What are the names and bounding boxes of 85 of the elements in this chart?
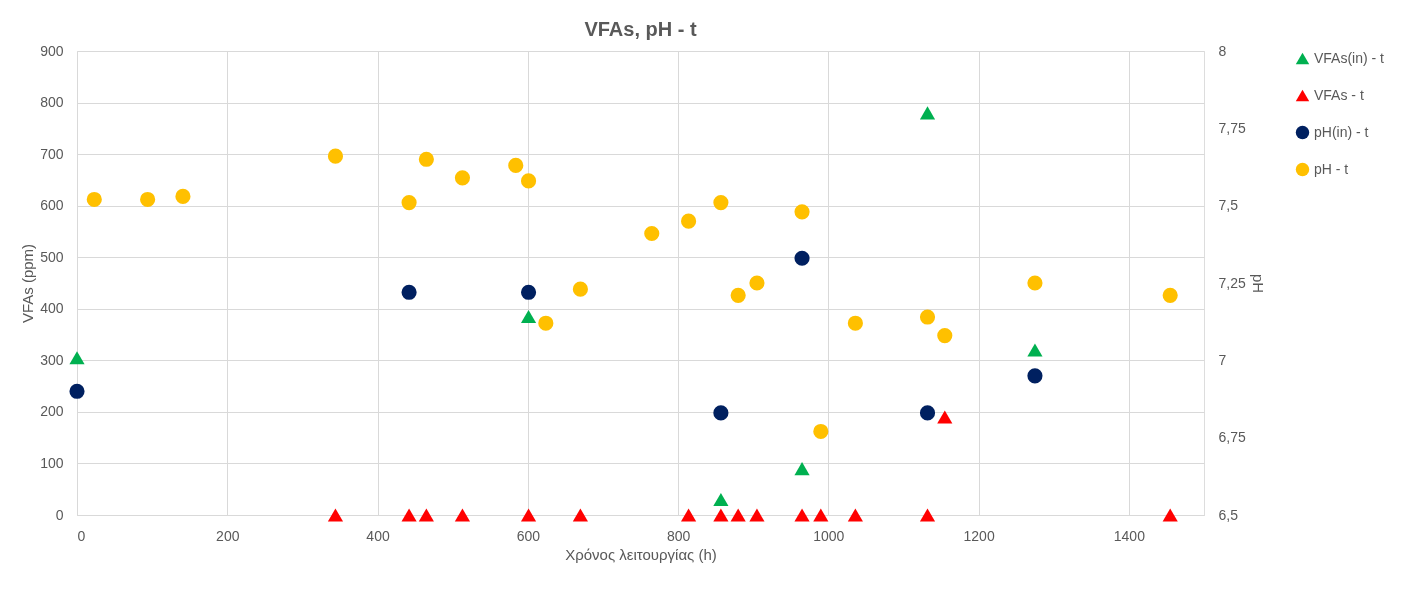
point — [86, 191, 102, 208]
point — [538, 315, 554, 331]
point — [418, 151, 434, 167]
point — [644, 225, 660, 242]
x-tick-label: 1400 — [1113, 527, 1146, 544]
y2-axis-title: pH — [1249, 273, 1267, 294]
x-tick-label: 600 — [516, 527, 541, 544]
chart-title: VFAs, pH - t — [584, 18, 697, 40]
y-tick-label: 100 — [40, 454, 64, 471]
point — [749, 275, 765, 291]
point — [520, 309, 537, 324]
point — [794, 250, 810, 266]
y2-tick-label: 7,5 — [1218, 197, 1239, 214]
point — [713, 195, 729, 211]
x-tick-label: 800 — [666, 527, 691, 544]
point — [572, 281, 588, 297]
point — [69, 351, 85, 365]
y-tick-label: 300 — [40, 351, 64, 368]
legend-label: pH - t — [1314, 160, 1349, 177]
point — [847, 315, 863, 331]
point — [401, 195, 417, 211]
y2-tick-label: 6,5 — [1218, 506, 1239, 523]
point — [520, 284, 537, 300]
point — [454, 170, 471, 186]
point — [1027, 343, 1043, 357]
y-axis-title: VFAs (ppm) — [19, 243, 37, 324]
y-tick-label: 0 — [55, 506, 64, 523]
point — [401, 508, 417, 522]
x-tick-label: 1200 — [963, 527, 995, 544]
point — [454, 508, 471, 522]
point — [1027, 368, 1043, 384]
point — [713, 508, 729, 522]
point — [937, 328, 953, 344]
y-tick-label: 600 — [40, 197, 64, 214]
point — [847, 508, 863, 522]
point — [681, 508, 697, 522]
point — [794, 204, 810, 220]
y2-tick-label: 7 — [1218, 351, 1227, 368]
point — [730, 287, 746, 303]
point — [813, 508, 829, 522]
y2-tick-label: 7,75 — [1218, 119, 1246, 136]
x-tick-label: 400 — [366, 527, 390, 544]
point — [794, 462, 810, 476]
point — [937, 410, 953, 424]
y-tick-label: 700 — [40, 145, 64, 162]
y-tick-label: 900 — [40, 42, 64, 59]
point — [418, 508, 434, 522]
point — [140, 191, 156, 208]
point — [919, 309, 936, 325]
y-tick-label: 200 — [40, 403, 64, 420]
point — [175, 188, 191, 204]
y2-tick-label: 7,25 — [1218, 274, 1246, 291]
y-tick-label: 500 — [40, 248, 64, 265]
point — [713, 492, 729, 507]
point — [1162, 508, 1178, 522]
point — [919, 405, 936, 421]
legend-label: VFAs - t — [1314, 86, 1364, 103]
y-tick-label: 800 — [40, 94, 64, 111]
point — [730, 508, 746, 522]
point — [713, 405, 729, 421]
point — [813, 423, 829, 440]
point — [520, 173, 537, 189]
point — [749, 508, 765, 522]
x-tick-label: 200 — [216, 527, 240, 544]
x-axis-title: Χρόνος λειτουργίας (h) — [565, 545, 717, 563]
x-tick-label: 1000 — [813, 527, 845, 544]
legend-label: pH(in) - t — [1314, 123, 1369, 140]
point — [327, 148, 344, 164]
x-tick-label: 0 — [77, 527, 86, 544]
y2-tick-label: 8 — [1218, 42, 1227, 59]
y-tick-label: 400 — [40, 300, 64, 317]
point — [1027, 275, 1043, 291]
point — [919, 508, 936, 522]
point — [794, 508, 810, 522]
legend-label: VFAs(in) - t — [1314, 49, 1385, 66]
point — [572, 508, 588, 522]
point — [919, 106, 936, 120]
point — [327, 508, 344, 522]
point — [520, 508, 537, 522]
point — [401, 284, 417, 300]
point — [508, 157, 524, 174]
y2-tick-label: 6,75 — [1218, 429, 1246, 446]
point — [681, 213, 697, 229]
point — [1162, 287, 1178, 303]
point — [69, 383, 85, 399]
